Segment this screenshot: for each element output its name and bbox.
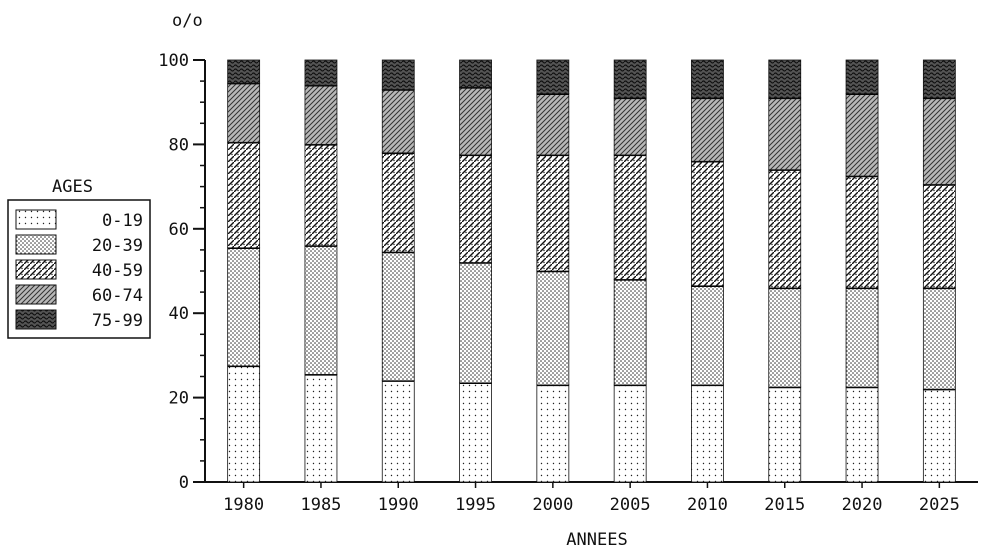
legend-swatch-0-19 xyxy=(15,209,57,230)
bar-segment-0-19 xyxy=(381,380,415,483)
bar-segment-0-19 xyxy=(768,386,802,483)
bar-segment-75-99 xyxy=(922,59,956,99)
bar-segment-60-74 xyxy=(381,89,415,154)
x-tick-label: 1990 xyxy=(378,495,419,515)
bar-segment-20-39 xyxy=(922,287,956,390)
bar-segment-40-59 xyxy=(381,152,415,253)
bar-segment-40-59 xyxy=(227,141,261,249)
legend-items: 0-19 20-39 40-59 60-74 75-99 xyxy=(15,209,143,331)
legend-label-40-59: 40-59 xyxy=(92,261,143,281)
x-tick-label: 2010 xyxy=(687,495,728,515)
bar-segment-0-19 xyxy=(613,384,647,483)
bar-segment-60-74 xyxy=(459,87,492,156)
legend-label-0-19: 0-19 xyxy=(102,211,143,231)
x-tick-label: 2000 xyxy=(532,495,573,515)
bar-segment-0-19 xyxy=(536,384,570,483)
bar-segment-20-39 xyxy=(304,245,338,375)
y-axis-label: o/o xyxy=(172,11,203,31)
legend-swatch-20-39 xyxy=(15,234,57,255)
bar-segment-20-39 xyxy=(845,287,879,388)
bar-segment-75-99 xyxy=(691,59,724,99)
legend: AGES 0-19 20-39 40-59 60-74 75-99 xyxy=(7,177,151,339)
bar-segment-60-74 xyxy=(768,97,802,171)
bar-segment-20-39 xyxy=(227,247,261,367)
x-tick-label: 1980 xyxy=(223,495,264,515)
bar-segment-0-19 xyxy=(227,365,261,483)
bar-segment-60-74 xyxy=(845,93,879,177)
bar-segment-0-19 xyxy=(459,382,492,483)
bar-segment-0-19 xyxy=(845,386,879,483)
y-tick-label: 0 xyxy=(179,473,189,493)
bar-segment-0-19 xyxy=(922,388,956,483)
bar-segment-75-99 xyxy=(613,59,647,99)
bar-segment-75-99 xyxy=(459,59,492,88)
x-ticks: 1980 1985 1990 1995 2000 2005 2010 2015 2020 2025 xyxy=(223,482,960,515)
x-tick-label: 2025 xyxy=(919,495,960,515)
bars xyxy=(227,59,956,483)
legend-swatch-75-99 xyxy=(15,309,57,330)
bar-segment-40-59 xyxy=(691,160,724,287)
bar-segment-20-39 xyxy=(613,279,647,386)
x-tick-label: 1995 xyxy=(455,495,496,515)
bar-segment-75-99 xyxy=(845,59,879,95)
y-tick-label: 60 xyxy=(169,220,189,240)
bar-segment-0-19 xyxy=(691,384,724,483)
bar-segment-40-59 xyxy=(768,169,802,289)
bar-segment-20-39 xyxy=(768,287,802,388)
bar-segment-75-99 xyxy=(536,59,570,95)
x-axis-label: ANNEES xyxy=(566,530,627,550)
bar-segment-60-74 xyxy=(922,97,956,185)
bar-segment-40-59 xyxy=(922,184,956,289)
bar-segment-40-59 xyxy=(304,143,338,247)
legend-swatch-60-74 xyxy=(15,284,57,305)
bar-segment-75-99 xyxy=(227,59,261,84)
bar-segment-60-74 xyxy=(227,82,261,143)
bar-segment-75-99 xyxy=(768,59,802,99)
y-tick-label: 80 xyxy=(169,135,189,155)
y-tick-label: 20 xyxy=(169,389,189,409)
bar-segment-20-39 xyxy=(691,285,724,386)
legend-label-20-39: 20-39 xyxy=(92,236,143,256)
bar-segment-40-59 xyxy=(845,175,879,289)
bar-segment-60-74 xyxy=(536,93,570,156)
y-tick-label: 100 xyxy=(158,51,189,71)
bar-segment-60-74 xyxy=(613,97,647,156)
x-tick-label: 1985 xyxy=(300,495,341,515)
bar-segment-60-74 xyxy=(304,84,338,145)
bar-segment-20-39 xyxy=(536,270,570,386)
x-tick-label: 2015 xyxy=(764,495,805,515)
bar-segment-20-39 xyxy=(381,251,415,382)
bar-segment-0-19 xyxy=(304,373,338,483)
bar-segment-60-74 xyxy=(691,97,724,162)
legend-title: AGES xyxy=(52,177,93,197)
bar-segment-40-59 xyxy=(459,154,492,263)
x-tick-label: 2020 xyxy=(842,495,883,515)
bar-segment-20-39 xyxy=(459,262,492,384)
bar-segment-40-59 xyxy=(613,154,647,280)
legend-label-60-74: 60-74 xyxy=(92,286,143,306)
y-ticks: 0 20 40 60 80 100 xyxy=(158,51,205,493)
bar-segment-75-99 xyxy=(304,59,338,86)
bar-segment-40-59 xyxy=(536,154,570,272)
legend-label-75-99: 75-99 xyxy=(92,311,143,331)
legend-swatch-40-59 xyxy=(15,259,57,280)
y-tick-label: 40 xyxy=(169,304,189,324)
bar-segment-75-99 xyxy=(381,59,415,90)
x-tick-label: 2005 xyxy=(610,495,651,515)
